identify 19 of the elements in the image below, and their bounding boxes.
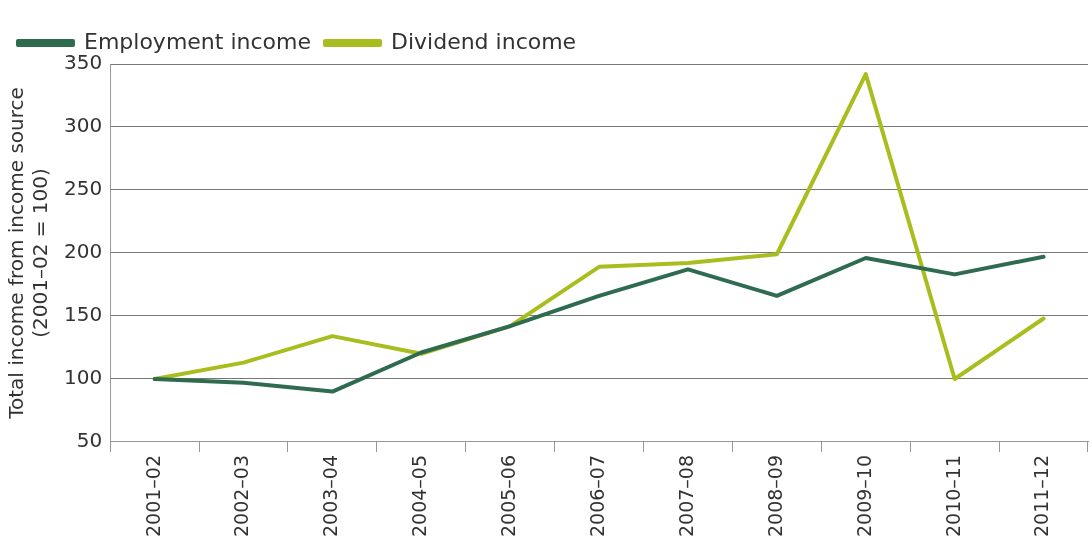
y-tick-label: 100 (63, 365, 103, 390)
y-tick-label: 150 (63, 302, 103, 327)
x-tick-label: 2007–08 (674, 454, 697, 537)
legend-label: Dividend income (390, 28, 577, 54)
x-tick-label: 2004–05 (408, 454, 431, 537)
x-tick-label: 2005–06 (497, 454, 520, 537)
x-tick-label: 2009–10 (852, 454, 875, 537)
x-tick-label: 2003–04 (319, 454, 342, 537)
x-tick-label: 2002–03 (230, 454, 253, 537)
y-tick-label: 50 (76, 428, 103, 453)
y-tick-label: 200 (63, 239, 103, 264)
x-tick-label: 2008–09 (763, 454, 786, 537)
x-tick-label: 2006–07 (586, 454, 609, 537)
y-tick-label: 300 (63, 113, 103, 138)
y-tick-label: 250 (63, 176, 103, 201)
x-tick-label: 2011–12 (1030, 454, 1053, 537)
x-tick-label: 2001–02 (141, 454, 164, 537)
y-axis-title: Total income from income source (2001–02 = 100) (4, 87, 53, 420)
x-tick-label: 2010–11 (941, 454, 964, 537)
